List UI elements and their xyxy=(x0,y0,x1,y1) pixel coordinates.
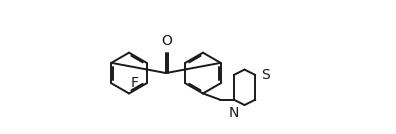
Text: S: S xyxy=(261,68,270,82)
Text: F: F xyxy=(131,76,139,90)
Text: O: O xyxy=(161,34,172,48)
Text: N: N xyxy=(228,106,239,120)
